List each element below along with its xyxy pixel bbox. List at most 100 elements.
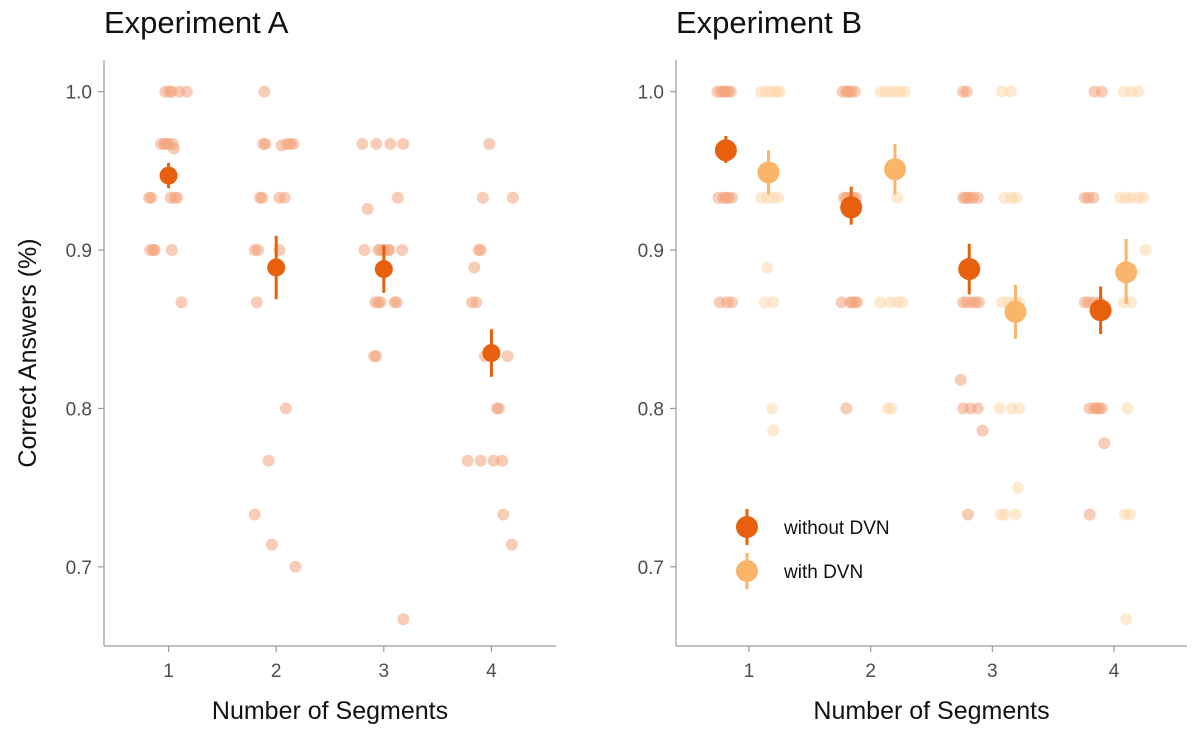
mean-points-group bbox=[757, 143, 1138, 339]
mean-point bbox=[1089, 299, 1112, 322]
raw-data-point bbox=[251, 244, 264, 257]
panel-title: Experiment B bbox=[676, 5, 862, 40]
raw-data-point bbox=[148, 244, 161, 257]
raw-data-point bbox=[492, 402, 505, 415]
raw-data-point bbox=[358, 244, 371, 257]
raw-data-point bbox=[356, 137, 369, 150]
y-tick-label: 0.7 bbox=[638, 558, 664, 579]
mean-point bbox=[159, 166, 178, 185]
mean-point bbox=[757, 161, 780, 184]
raw-data-point bbox=[287, 137, 300, 150]
raw-data-point bbox=[248, 508, 261, 521]
raw-data-point bbox=[262, 454, 275, 467]
raw-data-point bbox=[891, 191, 904, 204]
x-tick-label: 3 bbox=[379, 661, 390, 682]
raw-data-point bbox=[998, 508, 1011, 521]
legend-key-point bbox=[736, 560, 758, 582]
mean-point bbox=[714, 139, 737, 162]
x-tick-label: 4 bbox=[486, 661, 497, 682]
y-tick-label: 0.8 bbox=[638, 399, 664, 420]
y-tick-label: 0.7 bbox=[66, 558, 92, 579]
raw-data-point bbox=[1121, 402, 1134, 415]
raw-data-point bbox=[772, 191, 785, 204]
raw-data-point bbox=[767, 424, 780, 437]
raw-data-point bbox=[1132, 85, 1145, 98]
raw-data-point bbox=[1004, 85, 1017, 98]
raw-data-point bbox=[1137, 191, 1150, 204]
raw-data-point bbox=[505, 538, 518, 551]
mean-point bbox=[840, 196, 863, 219]
raw-data-point bbox=[1011, 481, 1024, 494]
raw-data-point bbox=[476, 191, 489, 204]
raw-data-point bbox=[896, 296, 909, 309]
legend-label: without DVN bbox=[783, 518, 890, 539]
raw-data-point bbox=[962, 508, 974, 521]
mean-point bbox=[884, 158, 906, 181]
raw-data-point bbox=[835, 296, 848, 309]
raw-data-point bbox=[1010, 191, 1023, 204]
x-axis-title: Number of Segments bbox=[212, 697, 448, 725]
raw-data-point bbox=[840, 402, 853, 415]
raw-data-point bbox=[370, 350, 383, 363]
raw-data-point bbox=[773, 85, 786, 98]
raw-data-point bbox=[496, 454, 509, 467]
y-tick-label: 0.8 bbox=[66, 399, 92, 420]
raw-data-point bbox=[1087, 191, 1100, 204]
x-tick-label: 2 bbox=[271, 661, 282, 682]
raw-data-point bbox=[725, 191, 738, 204]
raw-data-point bbox=[954, 373, 967, 386]
raw-data-point bbox=[487, 454, 500, 467]
raw-data-point bbox=[993, 402, 1006, 415]
raw-data-point bbox=[1083, 508, 1096, 521]
raw-data-point bbox=[265, 538, 278, 551]
raw-data-point bbox=[396, 244, 409, 257]
raw-data-point bbox=[258, 85, 271, 98]
raw-data-point bbox=[259, 137, 272, 150]
raw-data-point bbox=[483, 137, 496, 150]
raw-data-point bbox=[1098, 437, 1111, 450]
raw-data-point bbox=[1120, 613, 1133, 626]
raw-data-point bbox=[165, 244, 178, 257]
raw-data-point bbox=[766, 402, 779, 415]
mean-point bbox=[482, 344, 501, 362]
raw-data-point bbox=[397, 613, 410, 626]
panel-experiment-a: Experiment A 0.7 0.8 0.9 1.0 1 2 3 4 Number of Se… bbox=[14, 5, 556, 725]
raw-data-point bbox=[1123, 508, 1136, 521]
raw-data-point bbox=[175, 296, 188, 309]
panel-experiment-b: Experiment B 0.7 0.8 0.9 1.0 1 2 3 4 Number of Se… bbox=[638, 5, 1187, 725]
raw-data-point bbox=[971, 402, 984, 415]
x-tick-label: 1 bbox=[744, 661, 755, 682]
raw-data-point bbox=[180, 85, 193, 98]
raw-data-point bbox=[361, 202, 374, 215]
y-tick-label: 0.9 bbox=[66, 241, 92, 262]
raw-data-point bbox=[976, 424, 989, 437]
raw-data-point bbox=[145, 191, 158, 204]
raw-data-point bbox=[289, 560, 302, 573]
raw-data-point bbox=[474, 244, 487, 257]
x-tick-label: 1 bbox=[163, 661, 174, 682]
raw-data-point bbox=[397, 137, 410, 150]
raw-data-point bbox=[725, 296, 738, 309]
x-tick-label: 4 bbox=[1109, 661, 1120, 682]
raw-data-point bbox=[1013, 402, 1026, 415]
raw-data-point bbox=[370, 137, 383, 150]
mean-points-group bbox=[159, 162, 501, 377]
raw-data-point bbox=[996, 85, 1009, 98]
raw-data-point bbox=[506, 191, 519, 204]
legend-label: with DVN bbox=[783, 562, 863, 583]
raw-data-point bbox=[848, 85, 861, 98]
raw-data-point bbox=[167, 142, 180, 155]
mean-point bbox=[958, 258, 981, 281]
raw-data-point bbox=[1139, 244, 1152, 257]
legend-key-point bbox=[736, 516, 758, 538]
raw-data-point bbox=[1095, 402, 1108, 415]
raw-data-point bbox=[390, 296, 403, 309]
x-tick-label: 3 bbox=[987, 661, 998, 682]
raw-data-point bbox=[250, 296, 263, 309]
raw-data-point bbox=[256, 191, 269, 204]
raw-data-point bbox=[851, 296, 864, 309]
raw-data-point bbox=[767, 296, 780, 309]
raw-data-point bbox=[391, 191, 404, 204]
